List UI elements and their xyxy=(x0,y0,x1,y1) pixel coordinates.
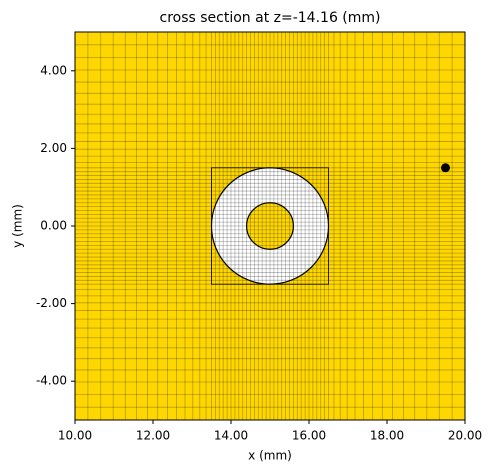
ring-outline xyxy=(246,202,295,250)
y-tick-label: -4.00 xyxy=(36,374,67,388)
x-tick-label: 20.00 xyxy=(448,429,482,443)
x-tick-label: 14.00 xyxy=(214,429,248,443)
chart-title: cross section at z=-14.16 (mm) xyxy=(160,10,381,26)
y-tick-label: 0.00 xyxy=(40,219,67,233)
y-axis-label: y (mm) xyxy=(11,204,25,248)
x-tick-label: 12.00 xyxy=(136,429,170,443)
point xyxy=(441,163,450,173)
x-tick-label: 18.00 xyxy=(370,429,404,443)
y-tick-label: -2.00 xyxy=(36,296,67,310)
ring-fill xyxy=(246,202,294,250)
x-axis-label: x (mm) xyxy=(248,449,292,463)
y-tick-label: 2.00 xyxy=(40,141,67,155)
x-tick-label: 10.00 xyxy=(58,429,92,443)
box xyxy=(211,167,329,285)
y-tick-label: 4.00 xyxy=(40,63,67,77)
x-tick-label: 16.00 xyxy=(292,429,326,443)
